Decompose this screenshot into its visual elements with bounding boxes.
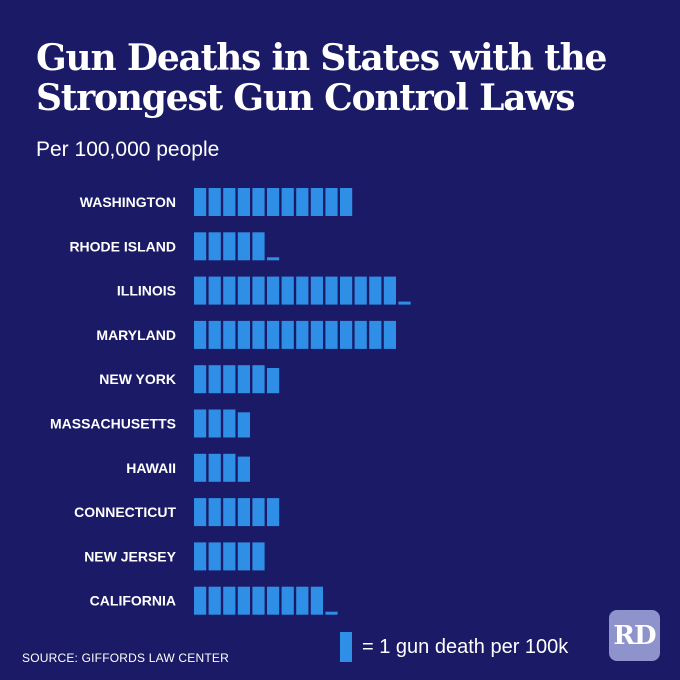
bar-block xyxy=(340,276,353,305)
bar-block xyxy=(252,232,265,261)
bar-block xyxy=(194,586,207,615)
bar-block xyxy=(223,188,236,216)
bar-block xyxy=(208,365,221,394)
bar-block xyxy=(252,276,265,305)
row-label: CALIFORNIA xyxy=(90,593,176,609)
bar-block xyxy=(296,188,309,216)
row-label: MARYLAND xyxy=(96,327,176,343)
bar-partial-block xyxy=(237,456,250,482)
legend-label: = 1 gun death per 100k xyxy=(362,635,569,658)
bar-block xyxy=(252,498,265,527)
bar-block xyxy=(208,188,221,216)
chart-subtitle: Per 100,000 people xyxy=(36,138,220,161)
bar-block xyxy=(223,453,236,482)
bar-block xyxy=(296,276,309,305)
row-label: CONNECTICUT xyxy=(74,504,176,520)
bar-block xyxy=(296,586,309,615)
bar-block xyxy=(267,586,280,615)
bar-block xyxy=(267,276,280,305)
bar-block xyxy=(194,365,207,394)
bar-block xyxy=(223,542,236,571)
bar-block xyxy=(223,586,236,615)
bar-block xyxy=(252,542,265,571)
bar-block xyxy=(325,188,338,216)
bar-block xyxy=(369,276,382,305)
bar-partial-block xyxy=(398,301,411,305)
bar-block xyxy=(267,498,280,527)
bar-block xyxy=(340,320,353,349)
bar-block xyxy=(223,409,236,438)
bar-partial-block xyxy=(237,412,250,438)
source-note: SOURCE: GIFFORDS LAW CENTER xyxy=(22,651,229,665)
row-label: NEW YORK xyxy=(99,371,176,387)
bar-block xyxy=(354,276,367,305)
bar-block xyxy=(223,232,236,261)
bar-block xyxy=(310,276,323,305)
bar-block xyxy=(267,188,280,216)
bar-block xyxy=(194,188,207,216)
row-label: MASSACHUSETTS xyxy=(50,416,176,432)
bar-block xyxy=(194,409,207,438)
legend: = 1 gun death per 100k xyxy=(340,632,568,662)
row-label: ILLINOIS xyxy=(117,283,176,299)
bar-block xyxy=(267,320,280,349)
bar-block xyxy=(208,232,221,261)
bar-block xyxy=(194,276,207,305)
row-label: HAWAII xyxy=(126,460,176,476)
bar-block xyxy=(354,320,367,349)
bar-block xyxy=(252,586,265,615)
bar-block xyxy=(223,320,236,349)
row-label: NEW JERSEY xyxy=(84,548,176,564)
legend-block-swatch xyxy=(340,632,352,662)
bar-block xyxy=(281,586,294,615)
bar-block xyxy=(281,320,294,349)
bar-block xyxy=(194,232,207,261)
bar-block xyxy=(208,276,221,305)
bar-block xyxy=(208,453,221,482)
bar-block xyxy=(281,276,294,305)
bar-block xyxy=(208,586,221,615)
bar-block xyxy=(340,188,353,216)
row-label: RHODE ISLAND xyxy=(69,238,176,254)
bar-block xyxy=(237,320,250,349)
bar-block xyxy=(194,453,207,482)
bar-block xyxy=(194,320,207,349)
bar-block xyxy=(310,586,323,615)
bar-block xyxy=(208,409,221,438)
bar-block xyxy=(252,188,265,216)
bar-block xyxy=(296,320,309,349)
bar-block xyxy=(223,365,236,394)
bar-block xyxy=(194,498,207,527)
bar-block xyxy=(237,188,250,216)
bar-block xyxy=(252,365,265,394)
bar-block xyxy=(281,188,294,216)
rd-logo: RD xyxy=(609,610,660,661)
bar-partial-block xyxy=(267,257,280,261)
bar-block xyxy=(194,542,207,571)
bar-block xyxy=(237,276,250,305)
bar-block xyxy=(325,320,338,349)
chart-title: Gun Deaths in States with the Strongest … xyxy=(36,37,607,119)
bar-block xyxy=(310,188,323,216)
bar-partial-block xyxy=(267,368,280,394)
bar-block xyxy=(252,320,265,349)
bar-block xyxy=(237,542,250,571)
bar-block xyxy=(223,276,236,305)
bar-block xyxy=(369,320,382,349)
bar-block xyxy=(208,542,221,571)
row-label: WASHINGTON xyxy=(80,194,176,210)
bar-block xyxy=(208,498,221,527)
bar-block xyxy=(237,586,250,615)
bar-block xyxy=(310,320,323,349)
bar-block xyxy=(383,276,396,305)
bar-block xyxy=(223,498,236,527)
bar-block xyxy=(237,498,250,527)
bar-block xyxy=(383,320,396,349)
bar-partial-block xyxy=(325,611,338,615)
bar-block xyxy=(325,276,338,305)
pictogram-bar-chart: WASHINGTON RHODE ISLAND ILLINOIS MARYLAND NE… xyxy=(50,188,411,615)
bar-block xyxy=(237,365,250,394)
bar-block xyxy=(208,320,221,349)
bar-block xyxy=(237,232,250,261)
